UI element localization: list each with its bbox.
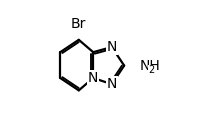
Text: N: N	[107, 40, 117, 54]
Text: NH: NH	[140, 59, 160, 73]
Text: Br: Br	[71, 17, 87, 31]
Text: N: N	[88, 71, 98, 85]
Text: N: N	[107, 77, 117, 91]
Text: 2: 2	[148, 65, 154, 75]
